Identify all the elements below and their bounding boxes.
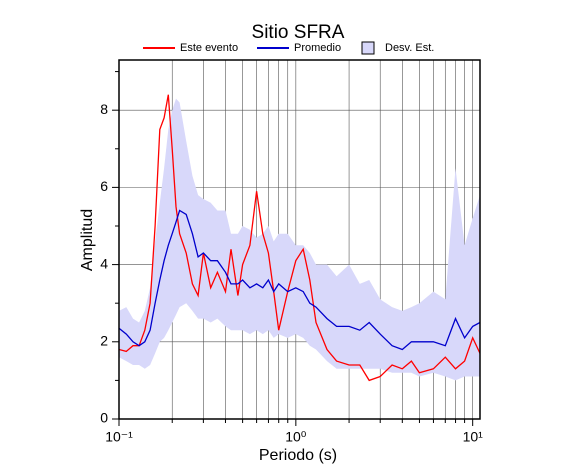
legend-label: Este evento	[180, 42, 238, 54]
legend-label: Desv. Est.	[385, 42, 434, 54]
x-tick-label: 10⁻¹	[105, 429, 133, 445]
legend: Desv. Est. Este evento Promedio	[143, 41, 434, 55]
y-tick-label: 2	[100, 332, 108, 348]
y-axis-label: Amplitud	[79, 209, 96, 271]
chart-title: Sitio SFRA	[252, 22, 345, 43]
legend-swatch	[361, 41, 375, 55]
y-tick-label: 8	[100, 101, 108, 117]
legend-label: Promedio	[294, 42, 341, 54]
plot-area	[119, 94, 480, 382]
x-tick-label: 10⁰	[285, 429, 307, 445]
std-band	[119, 98, 480, 381]
axes: 10⁻¹ 10⁰ 10¹ 0 2 4 6 8	[100, 71, 484, 445]
x-axis-label: Periodo (s)	[259, 447, 337, 464]
y-tick-label: 6	[100, 178, 108, 194]
series-line	[119, 94, 480, 382]
plot-frame	[118, 59, 481, 420]
y-tick-label: 4	[100, 255, 108, 271]
y-tick-label: 0	[100, 410, 108, 426]
series-line	[119, 209, 480, 351]
x-tick-label: 10¹	[463, 429, 484, 445]
